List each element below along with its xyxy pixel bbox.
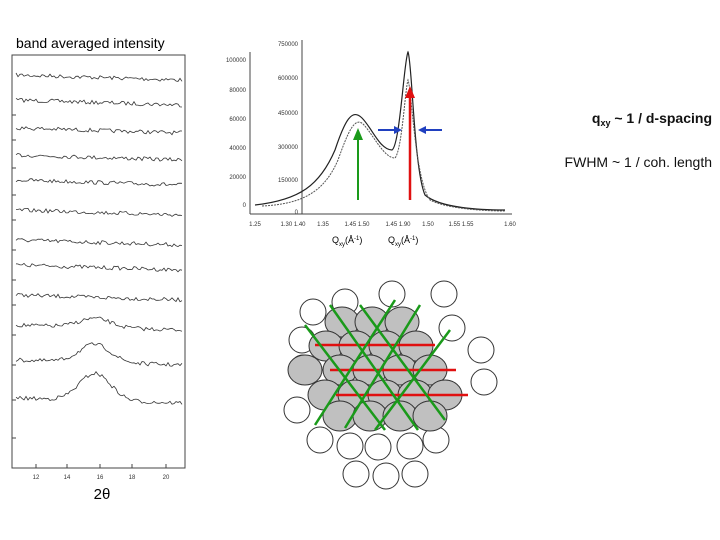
outer-molecule [467,336,495,364]
left-plot-frame [11,54,186,469]
x-tick-label: 1.35 [317,222,329,228]
outer-y-tick-label: 150000 [278,178,299,184]
ordered-molecule [287,354,323,386]
left-x-tick-label: 14 [64,475,71,481]
intensity-curve [15,72,183,82]
x-label-2: Qxy(Å-1) [388,235,418,248]
diagonal-line [358,304,447,421]
right-plot: Qxy(Å-1) Qxy(Å-1) 7500006000004500003000… [226,40,516,248]
intensity-curve [16,207,183,217]
fwhm-arrowhead-left [394,126,402,134]
outer-molecule [364,433,392,461]
outer-y-tick-label: 0 [295,210,299,216]
lattice-diagram [283,280,498,490]
intensity-curve [15,152,183,162]
left-x-tick-label: 16 [97,475,104,481]
q-symbol: q [592,110,601,126]
q-text: ~ 1 / d-spacing [610,110,712,126]
inner-y-tick-label: 0 [243,203,247,209]
left-x-tick-label: 20 [163,475,170,481]
inner-y-tick-label: 100000 [226,58,247,64]
x-label-symbol: Q [388,235,395,245]
intensity-curve [15,371,183,405]
x-tick-label: 1.55 1.55 [448,222,474,228]
x-label-close: ) [359,235,362,245]
outer-molecule [299,298,327,326]
intensity-curve [15,238,183,248]
x-label-sub: xy [339,242,345,248]
q-sub: xy [600,118,610,128]
diagonal-line [313,299,397,426]
diagonal-line [374,329,451,431]
diagonal-line [343,304,422,429]
outer-y-tick-label: 750000 [278,42,299,48]
outer-molecule [372,462,400,490]
intensity-curve [15,262,183,273]
outer-molecule [401,460,429,488]
intensity-curve [15,342,183,367]
outer-molecule [396,432,424,460]
intensity-curve [15,316,183,332]
x-tick-label: 1.25 [249,222,261,228]
left-x-label: 2θ [94,486,111,503]
intensity-curve [15,126,183,136]
intensity-curve [15,293,183,303]
red-arrowhead [405,86,415,98]
outer-molecule [438,314,466,342]
annotation-q: qxy ~ 1 / d-spacing [592,110,712,128]
x-label-exp: -1 [354,236,360,242]
outer-molecule [336,432,364,460]
x-label-unit: (Å [401,235,410,245]
inner-y-tick-label: 60000 [229,117,246,123]
outer-y-tick-label: 450000 [278,111,299,117]
intensity-curve [15,178,183,187]
curve-outer [254,50,506,211]
outer-molecule [430,280,458,308]
x-label-sub: xy [395,242,401,248]
curve-inner [261,78,506,212]
outer-y-tick-label: 300000 [278,145,299,151]
x-tick-label: 1.30 1.40 [280,222,306,228]
outer-molecule [283,396,311,424]
outer-molecule [470,368,498,396]
annotation-fwhm: FWHM ~ 1 / coh. length [565,154,712,170]
diagonal-line [328,304,420,431]
x-tick-label: 1.45 1.50 [344,222,370,228]
intensity-curve [15,97,183,108]
green-arrowhead [353,128,363,140]
x-tick-label: 1.60 [504,222,516,228]
outer-y-tick-label: 600000 [278,76,299,82]
outer-molecule [342,460,370,488]
x-label-unit: (Å [345,235,354,245]
left-plot-title: band averaged intensity [16,35,165,51]
left-x-tick-label: 12 [33,475,40,481]
outer-molecule [306,426,334,454]
x-label-symbol: Q [332,235,339,245]
x-tick-label: 1.45 1.90 [385,222,411,228]
x-label-close: ) [415,235,418,245]
x-label-1: Qxy(Å-1) [332,235,362,248]
inner-y-tick-label: 40000 [229,146,246,152]
inner-y-tick-label: 20000 [229,175,246,181]
inner-y-tick-label: 80000 [229,88,246,94]
x-tick-label: 1.50 [422,222,434,228]
x-label-exp: -1 [410,236,416,242]
left-x-tick-label: 18 [129,475,136,481]
fwhm-arrowhead-right [418,126,426,134]
